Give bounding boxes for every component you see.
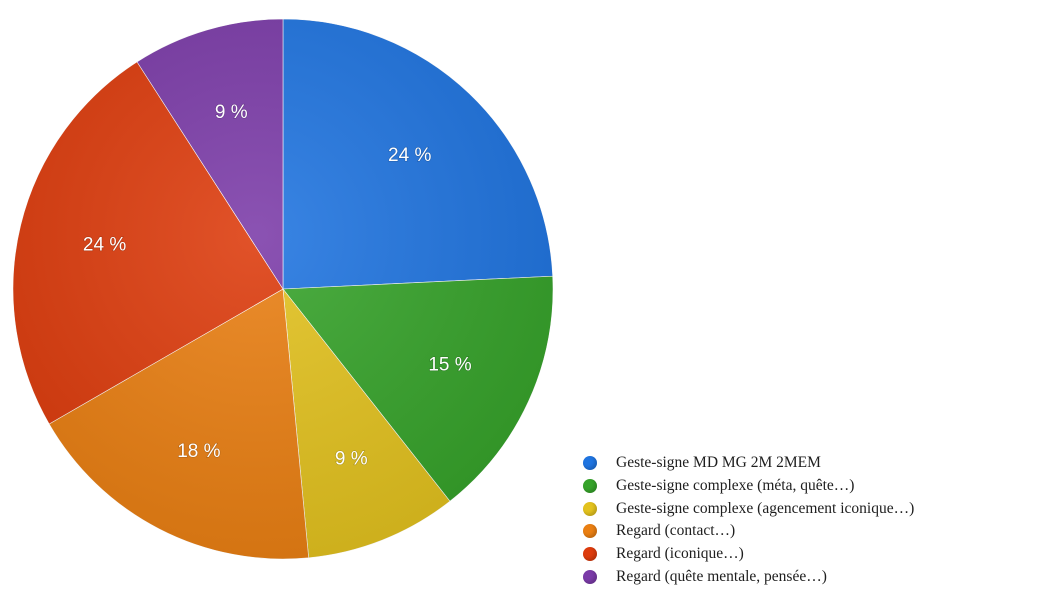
legend-label: Regard (iconique…) — [616, 545, 744, 563]
legend-label: Geste-signe MD MG 2M 2MEM — [616, 454, 821, 472]
slice-value-label: 24 % — [83, 235, 126, 256]
legend-item: Geste-signe MD MG 2M 2MEM — [583, 452, 914, 475]
legend-label: Regard (quête mentale, pensée…) — [616, 567, 827, 585]
slice-value-label: 9 % — [215, 102, 248, 123]
slice-value-label: 24 % — [388, 145, 431, 166]
legend-item: Regard (contact…) — [583, 520, 914, 543]
legend-item: Geste-signe complexe (agencement iconiqu… — [583, 497, 914, 520]
legend-item: Geste-signe complexe (méta, quête…) — [583, 475, 914, 498]
legend-swatch — [583, 524, 597, 539]
legend-swatch — [583, 569, 597, 584]
legend-item: Regard (iconique…) — [583, 543, 914, 566]
legend-label: Geste-signe complexe (méta, quête…) — [616, 477, 855, 495]
legend-swatch — [583, 479, 597, 494]
slice-value-label: 18 % — [177, 441, 220, 462]
legend-item: Regard (quête mentale, pensée…) — [583, 565, 914, 588]
slice-value-label: 15 % — [428, 354, 471, 375]
pie-slices — [12, 18, 554, 560]
legend: Geste-signe MD MG 2M 2MEM Geste-signe co… — [583, 452, 914, 588]
legend-swatch — [583, 547, 597, 562]
slice-value-label: 9 % — [335, 448, 368, 469]
pie-value-labels: 24 % 15 % 9 % 18 % 24 % 9 % — [82, 101, 472, 470]
legend-label: Geste-signe complexe (agencement iconiqu… — [616, 499, 915, 517]
legend-swatch — [583, 456, 597, 471]
legend-swatch — [583, 501, 597, 516]
legend-label: Regard (contact…) — [616, 522, 736, 540]
